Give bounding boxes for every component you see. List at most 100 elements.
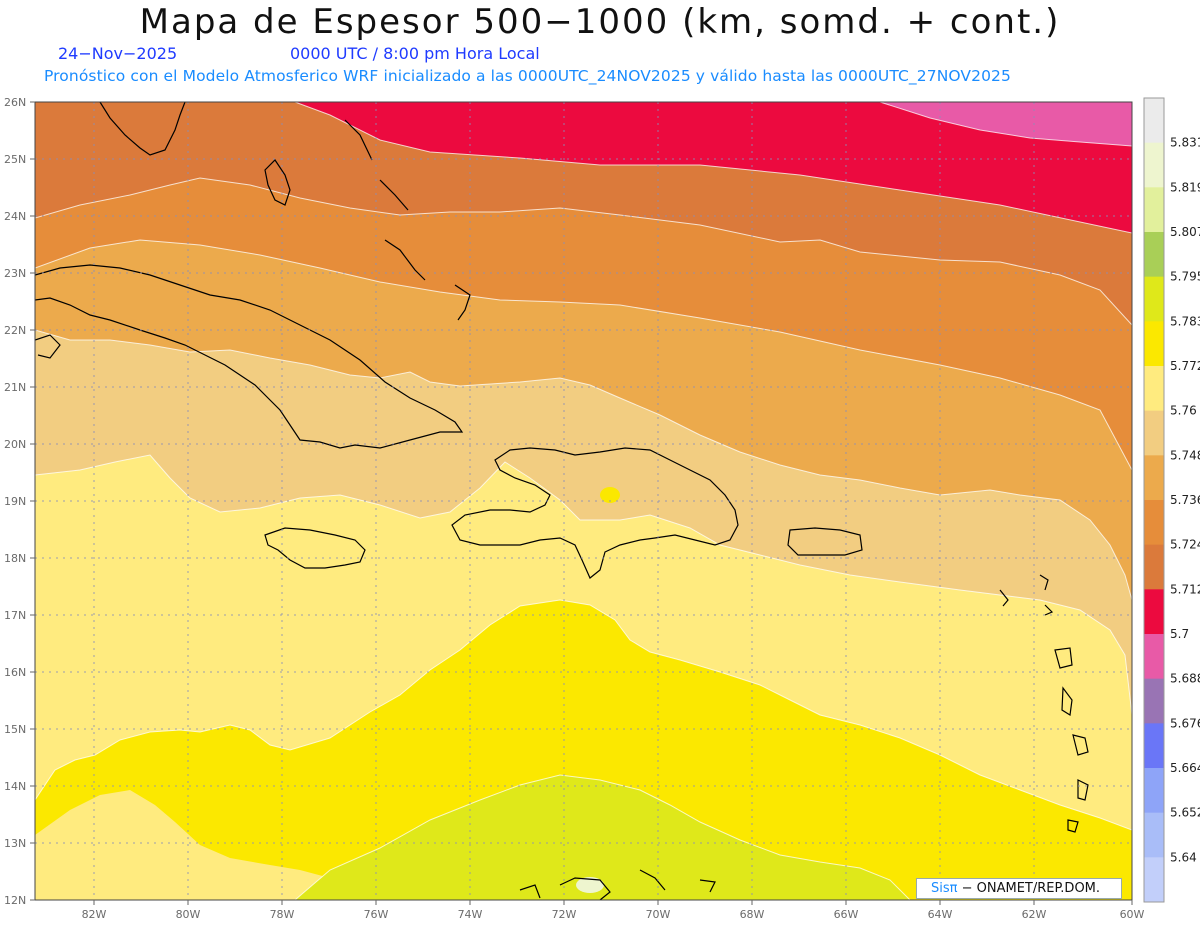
lat-lon-grid bbox=[35, 102, 1132, 900]
lat-label: 26N bbox=[4, 96, 26, 109]
lon-label: 62W bbox=[1022, 908, 1047, 921]
coastlines bbox=[35, 102, 1089, 900]
coast-bahamas-cat bbox=[379, 179, 409, 211]
lon-label: 72W bbox=[552, 908, 577, 921]
lat-label: 23N bbox=[4, 267, 26, 280]
lat-label: 13N bbox=[4, 837, 26, 850]
lat-label: 24N bbox=[4, 210, 26, 223]
colorbar-label: 5.676 bbox=[1170, 716, 1200, 730]
colorbar-swatch bbox=[1144, 98, 1164, 144]
lat-label: 12N bbox=[4, 894, 26, 907]
colorbar-label: 5.807 bbox=[1170, 225, 1200, 239]
coast-jamaica bbox=[264, 527, 366, 569]
colorbar-label: 5.64 bbox=[1170, 850, 1197, 864]
lon-label: 70W bbox=[646, 908, 671, 921]
colorbar-swatch bbox=[1144, 410, 1164, 456]
colorbar-swatch bbox=[1144, 455, 1164, 501]
coast-antilles-3 bbox=[1044, 604, 1054, 616]
forecast-description: Pronóstico con el Modelo Atmosferico WRF… bbox=[44, 67, 1011, 85]
credit-brand: Sisπ bbox=[931, 881, 958, 896]
coast-islet bbox=[699, 879, 716, 893]
colorbar-swatch bbox=[1144, 678, 1164, 724]
lon-label: 64W bbox=[928, 908, 953, 921]
coast-dominica bbox=[1061, 686, 1073, 717]
colorbar-label: 5.7 bbox=[1170, 627, 1189, 641]
lon-label: 76W bbox=[364, 908, 389, 921]
lon-label: 82W bbox=[82, 908, 107, 921]
credit-org: − ONAMET/REP.DOM. bbox=[961, 881, 1101, 896]
colorbar-label: 5.795 bbox=[1170, 270, 1200, 284]
lon-label: 68W bbox=[740, 908, 765, 921]
colorbar-label: 5.772 bbox=[1170, 359, 1200, 373]
colorbar-swatch bbox=[1144, 232, 1164, 278]
colorbar-swatch bbox=[1144, 276, 1164, 322]
colorbar-swatch bbox=[1144, 366, 1164, 412]
colorbar-swatch bbox=[1144, 544, 1164, 590]
colorbar-frame bbox=[1143, 97, 1165, 903]
coast-antilles-1 bbox=[1039, 574, 1049, 591]
coast-bahamas-andros bbox=[264, 159, 291, 206]
lat-label: 20N bbox=[4, 438, 26, 451]
colorbar-label: 5.724 bbox=[1170, 538, 1200, 552]
coast-bahamas-long bbox=[384, 239, 426, 281]
coast-st-vincent bbox=[1067, 819, 1079, 833]
colorbar: 5.831 5.819 5.807 5.795 5.783 5.772 5.76 5.748 5… bbox=[1143, 97, 1200, 903]
lat-label: 16N bbox=[4, 666, 26, 679]
patch-light-1 bbox=[502, 490, 538, 510]
colorbar-label: 5.736 bbox=[1170, 493, 1200, 507]
colorbar-swatch bbox=[1144, 500, 1164, 546]
lat-label: 25N bbox=[4, 153, 26, 166]
coast-bahamas-acklins bbox=[454, 284, 471, 321]
lon-axis: 82W 80W 78W 76W 74W 72W 70W 68W 66W 64W … bbox=[82, 900, 1145, 921]
colorbar-swatches bbox=[1144, 98, 1164, 903]
forecast-date: 24−Nov−2025 bbox=[58, 44, 178, 63]
lat-label: 15N bbox=[4, 723, 26, 736]
coast-cuba bbox=[35, 264, 464, 449]
colorbar-swatch bbox=[1144, 589, 1164, 635]
patch-lightest-1 bbox=[576, 877, 604, 893]
lon-label: 80W bbox=[176, 908, 201, 921]
forecast-time: 0000 UTC / 8:00 pm Hora Local bbox=[290, 44, 540, 63]
lat-label: 14N bbox=[4, 780, 26, 793]
colorbar-swatch bbox=[1144, 857, 1164, 903]
lon-label: 66W bbox=[834, 908, 859, 921]
colorbar-swatch bbox=[1144, 187, 1164, 233]
map-title: Mapa de Espesor 500−1000 (km, somd. + co… bbox=[139, 2, 1061, 42]
colorbar-swatch bbox=[1144, 812, 1164, 858]
colorbar-label: 5.819 bbox=[1170, 180, 1200, 194]
lat-label: 22N bbox=[4, 324, 26, 337]
band-5760-patch bbox=[35, 790, 360, 900]
lat-label: 21N bbox=[4, 381, 26, 394]
coast-aruba bbox=[519, 884, 541, 899]
coast-florida bbox=[99, 102, 186, 156]
colorbar-label: 5.831 bbox=[1170, 136, 1200, 150]
lat-label: 18N bbox=[4, 552, 26, 565]
coast-curacao bbox=[559, 877, 611, 900]
lat-label: 17N bbox=[4, 609, 26, 622]
colorbar-swatch bbox=[1144, 723, 1164, 769]
contour-lines bbox=[35, 102, 1132, 900]
lon-label: 60W bbox=[1120, 908, 1145, 921]
colorbar-label: 5.76 bbox=[1170, 404, 1197, 418]
colorbar-label: 5.748 bbox=[1170, 448, 1200, 462]
lat-axis: 26N 25N 24N 23N 22N 21N 20N 19N 18N 17N … bbox=[4, 96, 35, 907]
colorbar-swatch bbox=[1144, 142, 1164, 188]
coast-bahamas-eleuthera bbox=[344, 119, 373, 161]
colorbar-label: 5.783 bbox=[1170, 314, 1200, 328]
band-5700 bbox=[295, 102, 1132, 233]
filled-contours bbox=[35, 102, 1132, 900]
coast-puerto-rico bbox=[787, 527, 863, 556]
patch-bright-1 bbox=[600, 487, 620, 503]
coast-martinique bbox=[1072, 734, 1089, 756]
colorbar-labels: 5.831 5.819 5.807 5.795 5.783 5.772 5.76 5.748 5… bbox=[1170, 136, 1200, 865]
coast-isla-juventud bbox=[35, 334, 61, 359]
colorbar-swatch bbox=[1144, 768, 1164, 814]
coast-guadeloupe bbox=[1054, 647, 1073, 669]
lat-label: 19N bbox=[4, 495, 26, 508]
coast-bonaire bbox=[639, 869, 666, 891]
lon-label: 78W bbox=[270, 908, 295, 921]
band-5772 bbox=[35, 600, 1132, 900]
colorbar-label: 5.652 bbox=[1170, 806, 1200, 820]
band-5783 bbox=[295, 775, 910, 900]
